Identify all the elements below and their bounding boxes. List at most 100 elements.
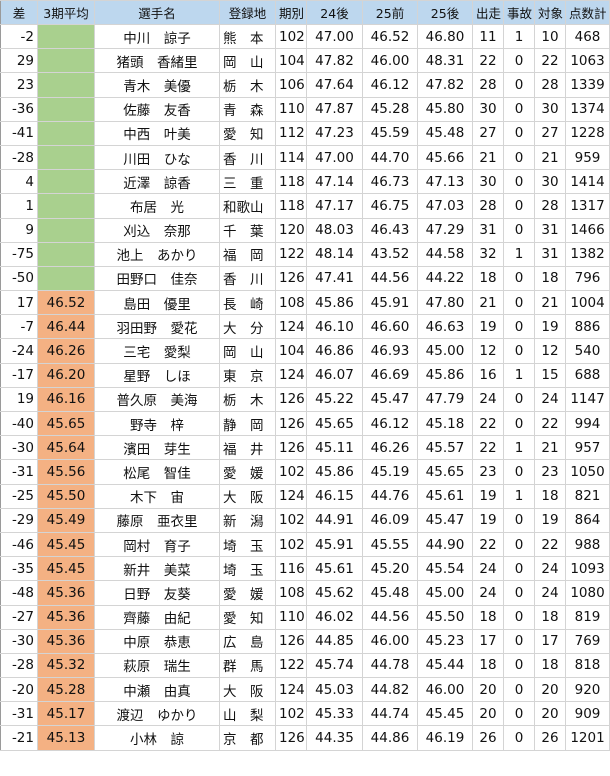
cell-starts[interactable]: 22 [472, 531, 504, 558]
cell-prefecture[interactable]: 香 川 [219, 144, 276, 171]
cell-score-24-late[interactable]: 45.61 [306, 556, 363, 582]
column-header-term[interactable]: 期別 [275, 0, 307, 25]
cell-diff[interactable]: 9 [0, 217, 38, 243]
cell-prefecture[interactable]: 大 分 [219, 314, 276, 340]
cell-score-25-early[interactable]: 46.52 [362, 23, 418, 50]
cell-accidents[interactable]: 0 [503, 96, 535, 122]
cell-player-name[interactable]: 小林 諒 [94, 725, 220, 751]
cell-score-24-late[interactable]: 44.85 [306, 628, 363, 654]
cell-score-25-late[interactable]: 46.63 [417, 314, 473, 340]
cell-player-name[interactable]: 猪頭 香緒里 [94, 48, 220, 74]
cell-score-24-late[interactable]: 45.11 [306, 435, 363, 461]
cell-player-name[interactable]: 中西 叶美 [94, 120, 220, 146]
cell-starts[interactable]: 30 [472, 169, 504, 195]
cell-accidents[interactable]: 1 [503, 362, 535, 388]
cell-term[interactable]: 124 [275, 314, 307, 340]
cell-points-total[interactable]: 1414 [565, 169, 610, 195]
cell-avg-3term[interactable] [37, 169, 95, 195]
cell-term[interactable]: 126 [275, 435, 307, 461]
cell-prefecture[interactable]: 愛 媛 [219, 459, 276, 485]
cell-term[interactable]: 106 [275, 72, 307, 98]
cell-accidents[interactable]: 0 [503, 652, 535, 679]
cell-score-25-early[interactable]: 44.78 [362, 652, 418, 679]
cell-player-name[interactable]: 普久原 美海 [94, 386, 220, 413]
cell-eligible[interactable]: 17 [534, 628, 566, 654]
cell-points-total[interactable]: 1050 [565, 459, 610, 485]
cell-diff[interactable]: -50 [0, 265, 38, 292]
cell-accidents[interactable]: 0 [503, 677, 535, 703]
cell-score-25-late[interactable]: 45.80 [417, 96, 473, 122]
cell-score-24-late[interactable]: 45.22 [306, 386, 363, 413]
cell-avg-3term[interactable]: 45.50 [37, 483, 95, 509]
cell-eligible[interactable]: 26 [534, 725, 566, 751]
cell-accidents[interactable]: 1 [503, 241, 535, 267]
cell-accidents[interactable]: 0 [503, 386, 535, 413]
cell-accidents[interactable]: 0 [503, 507, 535, 533]
cell-score-25-early[interactable]: 45.20 [362, 556, 418, 582]
cell-avg-3term[interactable]: 45.17 [37, 701, 95, 727]
cell-points-total[interactable]: 818 [565, 652, 610, 679]
cell-points-total[interactable]: 959 [565, 144, 610, 171]
cell-term[interactable]: 108 [275, 580, 307, 606]
cell-player-name[interactable]: 星野 しほ [94, 362, 220, 388]
cell-score-24-late[interactable]: 45.86 [306, 290, 363, 316]
cell-accidents[interactable]: 0 [503, 556, 535, 582]
cell-player-name[interactable]: 中瀬 由真 [94, 677, 220, 703]
cell-score-24-late[interactable]: 44.91 [306, 507, 363, 533]
cell-starts[interactable]: 26 [472, 725, 504, 751]
cell-points-total[interactable]: 957 [565, 435, 610, 461]
cell-avg-3term[interactable] [37, 72, 95, 98]
cell-diff[interactable]: 4 [0, 169, 38, 195]
cell-prefecture[interactable]: 愛 知 [219, 604, 276, 630]
cell-diff[interactable]: 29 [0, 48, 38, 74]
cell-prefecture[interactable]: 愛 知 [219, 120, 276, 146]
cell-score-24-late[interactable]: 46.07 [306, 362, 363, 388]
cell-player-name[interactable]: 新井 美菜 [94, 556, 220, 582]
cell-term[interactable]: 104 [275, 338, 307, 364]
cell-score-25-early[interactable]: 45.28 [362, 96, 418, 122]
cell-avg-3term[interactable]: 45.45 [37, 556, 95, 582]
cell-diff[interactable]: -75 [0, 241, 38, 267]
column-header-score-25-early[interactable]: 25前 [362, 0, 418, 25]
cell-score-25-late[interactable]: 45.00 [417, 580, 473, 606]
cell-player-name[interactable]: 中原 恭恵 [94, 628, 220, 654]
cell-prefecture[interactable]: 新 潟 [219, 507, 276, 533]
cell-score-25-late[interactable]: 46.80 [417, 23, 473, 50]
cell-points-total[interactable]: 1317 [565, 193, 610, 219]
cell-diff[interactable]: -24 [0, 338, 38, 364]
cell-eligible[interactable]: 24 [534, 556, 566, 582]
cell-prefecture[interactable]: 栃 木 [219, 386, 276, 413]
cell-diff[interactable]: -31 [0, 459, 38, 485]
cell-diff[interactable]: 23 [0, 72, 38, 98]
cell-player-name[interactable]: 齊藤 由紀 [94, 604, 220, 630]
cell-score-24-late[interactable]: 44.35 [306, 725, 363, 751]
cell-score-25-early[interactable]: 44.74 [362, 701, 418, 727]
cell-points-total[interactable]: 1382 [565, 241, 610, 267]
cell-player-name[interactable]: 中川 諒子 [94, 23, 220, 50]
cell-avg-3term[interactable]: 45.36 [37, 580, 95, 606]
cell-diff[interactable]: -28 [0, 144, 38, 171]
column-header-diff[interactable]: 差 [0, 0, 38, 25]
cell-term[interactable]: 126 [275, 386, 307, 413]
cell-eligible[interactable]: 24 [534, 386, 566, 413]
cell-diff[interactable]: -41 [0, 120, 38, 146]
cell-avg-3term[interactable]: 46.20 [37, 362, 95, 388]
cell-player-name[interactable]: 日野 友葵 [94, 580, 220, 606]
cell-score-25-late[interactable]: 47.79 [417, 386, 473, 413]
cell-accidents[interactable]: 0 [503, 580, 535, 606]
cell-eligible[interactable]: 18 [534, 604, 566, 630]
cell-diff[interactable]: -21 [0, 725, 38, 751]
column-header-score-25-late[interactable]: 25後 [417, 0, 473, 25]
cell-eligible[interactable]: 20 [534, 677, 566, 703]
cell-score-24-late[interactable]: 45.03 [306, 677, 363, 703]
cell-score-24-late[interactable]: 47.00 [306, 144, 363, 171]
cell-score-25-late[interactable]: 44.90 [417, 531, 473, 558]
cell-score-25-early[interactable]: 46.60 [362, 314, 418, 340]
cell-score-25-late[interactable]: 47.13 [417, 169, 473, 195]
cell-avg-3term[interactable] [37, 144, 95, 171]
cell-starts[interactable]: 23 [472, 459, 504, 485]
cell-diff[interactable]: 1 [0, 193, 38, 219]
cell-term[interactable]: 120 [275, 217, 307, 243]
cell-score-24-late[interactable]: 46.10 [306, 314, 363, 340]
cell-player-name[interactable]: 布居 光 [94, 193, 220, 219]
